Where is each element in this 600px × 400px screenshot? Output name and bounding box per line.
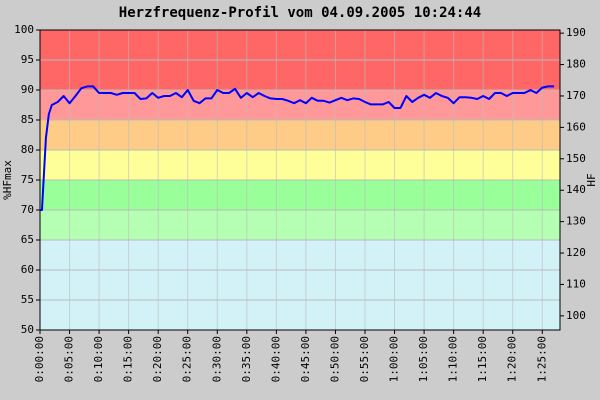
y-tick-label: 65 [21,233,34,246]
y2-axis-label: HF [585,173,598,186]
y2-tick-label: 190 [566,26,586,39]
y-tick-label: 70 [21,203,34,216]
zone-band [40,150,560,180]
y-tick-label: 85 [21,113,34,126]
x-tick-label: 1:00:00 [388,336,401,382]
zone-band [40,90,560,120]
zone-band [40,180,560,210]
y-tick-label: 90 [21,83,34,96]
y-tick-label: 55 [21,293,34,306]
x-tick-label: 0:00:00 [33,336,46,382]
y-tick-label: 50 [21,323,34,336]
zone-band [40,120,560,150]
x-tick-label: 1:20:00 [506,336,519,382]
x-tick-label: 0:50:00 [328,336,341,382]
y-axis-label: %HFmax [1,160,14,200]
chart-title: Herzfrequenz-Profil vom 04.09.2005 10:24… [119,5,481,21]
x-tick-label: 0:35:00 [240,336,253,382]
x-tick-label: 0:30:00 [210,336,223,382]
x-tick-label: 0:25:00 [181,336,194,382]
y-tick-label: 75 [21,173,34,186]
x-tick-label: 0:55:00 [358,336,371,382]
y2-tick-label: 110 [566,277,586,290]
x-tick-label: 1:10:00 [447,336,460,382]
x-tick-label: 0:15:00 [122,336,135,382]
y-tick-label: 80 [21,143,34,156]
y2-tick-label: 150 [566,152,586,165]
x-tick-label: 0:05:00 [63,336,76,382]
y2-tick-label: 170 [566,89,586,102]
y-tick-label: 100 [14,23,34,36]
x-tick-label: 0:20:00 [151,336,164,382]
x-tick-label: 1:05:00 [417,336,430,382]
plot-border [39,29,561,331]
x-tick-label: 1:15:00 [476,336,489,382]
y-tick-label: 95 [21,53,34,66]
y2-tick-label: 140 [566,183,586,196]
x-tick-label: 1:25:00 [535,336,548,382]
y2-tick-label: 160 [566,120,586,133]
y2-tick-label: 130 [566,215,586,228]
x-tick-label: 0:10:00 [92,336,105,382]
y2-tick-label: 100 [566,309,586,322]
zone-band [40,240,560,330]
heart-rate-line [40,85,555,211]
y2-tick-label: 120 [566,246,586,259]
y2-tick-label: 180 [566,58,586,71]
y-tick-label: 60 [21,263,34,276]
x-tick-label: 0:45:00 [299,336,312,382]
x-tick-label: 0:40:00 [269,336,282,382]
zone-band [40,210,560,240]
